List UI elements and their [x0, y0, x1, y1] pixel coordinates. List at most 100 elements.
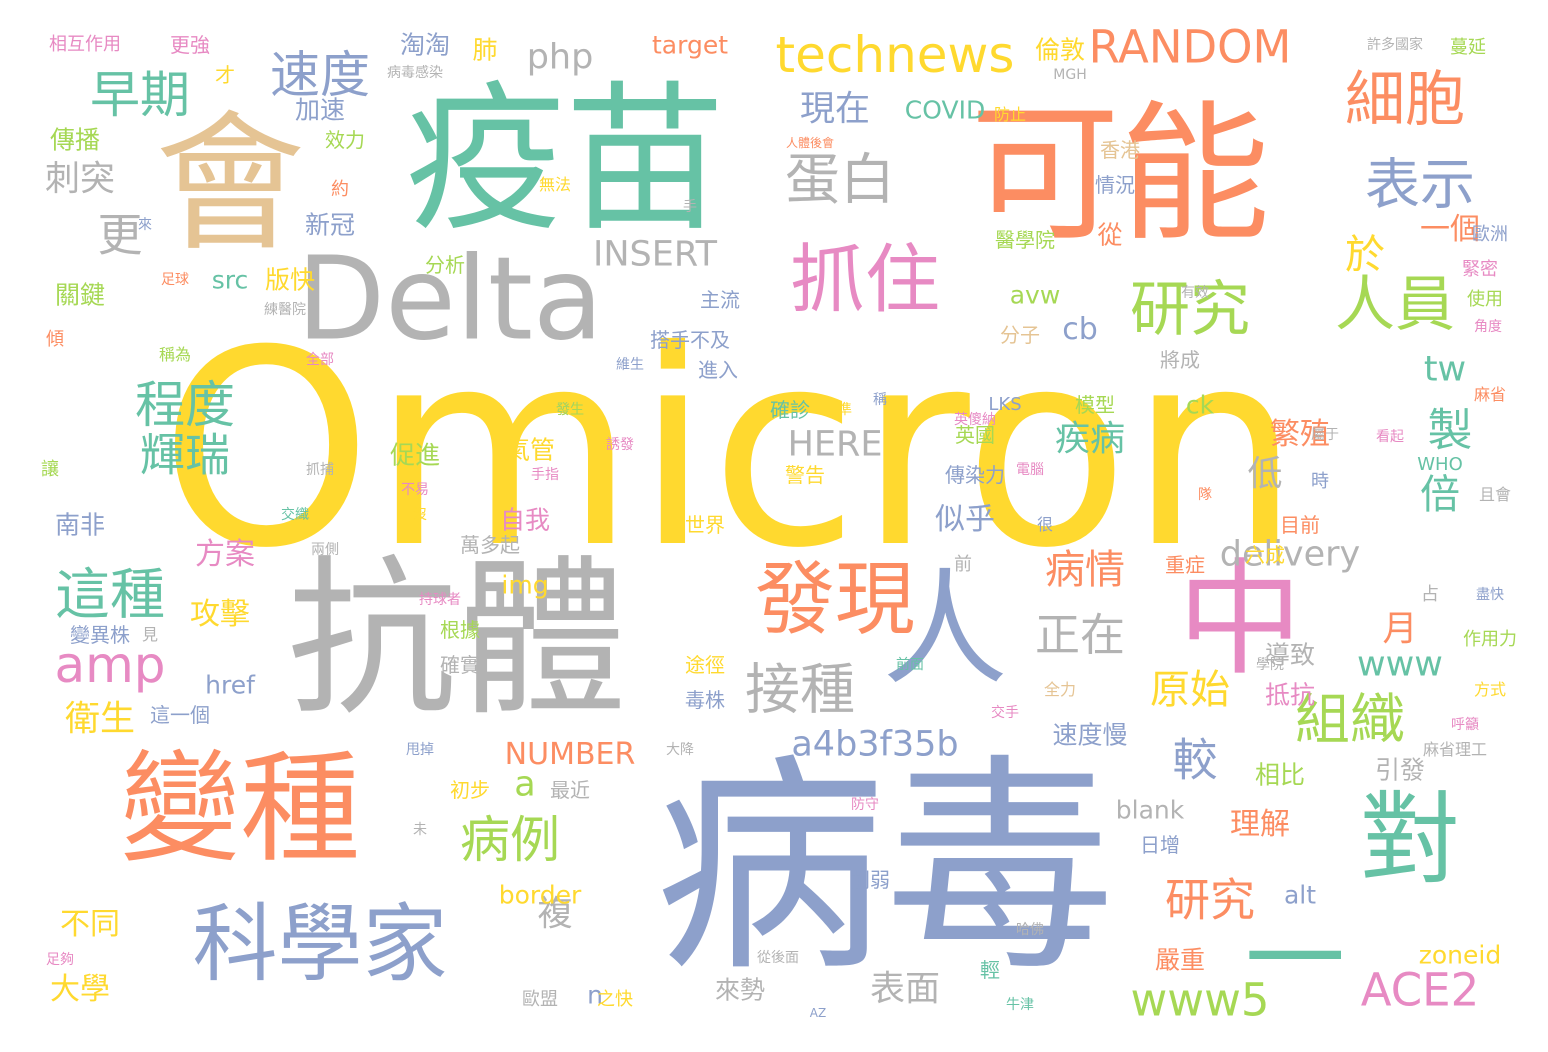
cloud-word: 歐洲 — [1472, 224, 1508, 245]
cloud-word: 作用力 — [1463, 629, 1517, 650]
cloud-word: LKS — [988, 394, 1022, 415]
cloud-word: 早期 — [90, 66, 190, 124]
cloud-word: 變種 — [120, 740, 360, 879]
cloud-word: 現在 — [799, 89, 871, 130]
cloud-word: 理解 — [1230, 807, 1290, 842]
cloud-word: 英國 — [955, 423, 995, 447]
cloud-word: 隊 — [1198, 487, 1212, 503]
cloud-word: 分析 — [425, 253, 465, 277]
cloud-word: 大學 — [50, 972, 110, 1007]
cloud-word: 許多國家 — [1367, 37, 1423, 53]
cloud-word: 月 — [1382, 609, 1418, 650]
cloud-word: 醫學院 — [995, 228, 1055, 252]
cloud-word: 攻擊 — [190, 597, 250, 632]
cloud-word: Omicron — [159, 292, 1301, 607]
cloud-word: 相互作用 — [49, 34, 121, 55]
cloud-word: img — [501, 570, 549, 600]
cloud-word: 情況 — [1095, 173, 1135, 197]
cloud-word: 防守 — [851, 797, 879, 813]
cloud-word: www5 — [1130, 973, 1270, 1027]
cloud-word: 版快 — [264, 265, 316, 295]
cloud-word: 抗體 — [286, 541, 628, 739]
cloud-word: 緊密 — [1462, 259, 1498, 280]
cloud-word: 輕 — [980, 958, 1000, 982]
cloud-word: 自我 — [499, 505, 551, 535]
cloud-word: 全部 — [306, 352, 334, 368]
cloud-word: 低 — [1247, 454, 1283, 495]
cloud-word: 疫苗 — [404, 66, 726, 253]
cloud-word: src — [211, 265, 249, 295]
cloud-word: 讓 — [41, 459, 59, 480]
cloud-word: 傾 — [46, 329, 64, 350]
cloud-word: 進入 — [698, 358, 738, 382]
cloud-word: 大降 — [666, 742, 694, 758]
cloud-word: 使用 — [1467, 289, 1503, 310]
cloud-word: 來勢 — [714, 975, 766, 1005]
cloud-word: 似乎 — [935, 502, 995, 537]
cloud-word: 中 — [1177, 547, 1303, 693]
cloud-word: ACE2 — [1360, 963, 1480, 1017]
cloud-word: 嚴重 — [1154, 945, 1206, 975]
cloud-word: 抓住 — [789, 235, 941, 324]
cloud-word: 約 — [331, 179, 349, 200]
cloud-word: 蛋白 — [784, 147, 896, 212]
cloud-word: border — [498, 880, 582, 910]
cloud-word: MGH — [1053, 67, 1087, 83]
cloud-word: 病毒 — [654, 736, 1116, 1003]
cloud-word: 時 — [1311, 471, 1329, 492]
cloud-word: 哈佛 — [1016, 922, 1044, 938]
cloud-word: 來 — [138, 217, 152, 233]
cloud-word: 且會 — [1478, 485, 1512, 504]
cloud-word: 一個 — [1420, 212, 1480, 247]
cloud-word: 麻省理工 — [1422, 740, 1488, 759]
cloud-word: 角度 — [1474, 319, 1502, 335]
cloud-word: 發生 — [556, 402, 584, 418]
cloud-word: zoneid — [1418, 940, 1502, 970]
cloud-word: 最近 — [550, 778, 590, 802]
cloud-word: 準 — [838, 402, 852, 418]
cloud-word: 刺突 — [44, 159, 116, 200]
cloud-word: 倫敦 — [1034, 35, 1086, 65]
cloud-word: 初步 — [450, 778, 490, 802]
cloud-word: 誘發 — [606, 437, 634, 453]
cloud-word: 細胞 — [1345, 65, 1465, 135]
cloud-word: 萬多起 — [460, 533, 520, 557]
cloud-word: 削弱 — [850, 868, 890, 892]
cloud-word: 交手 — [991, 705, 1019, 721]
cloud-word: 方式 — [1473, 680, 1507, 699]
cloud-word: 甩掉 — [406, 742, 434, 758]
cloud-word: 模型 — [1075, 393, 1115, 417]
cloud-word: 會 — [154, 98, 306, 272]
cloud-word: 淘淘 — [399, 30, 451, 60]
cloud-word: 重症 — [1165, 553, 1205, 577]
cloud-word: 抓捕 — [306, 462, 334, 478]
cloud-word: 這種 — [54, 562, 166, 627]
cloud-word: 一 — [1245, 901, 1345, 1018]
cloud-word: HERE — [787, 424, 883, 465]
cloud-word: 引發 — [1374, 755, 1426, 785]
cloud-word: 很 — [1036, 515, 1054, 534]
cloud-word: 較 — [1172, 733, 1218, 787]
cloud-word: 日增 — [1140, 833, 1180, 857]
cloud-word: 占 — [1421, 584, 1439, 605]
cloud-word: 全力 — [1043, 680, 1077, 699]
cloud-word: 途徑 — [685, 653, 725, 677]
cloud-word: 病例 — [460, 811, 560, 869]
cloud-word: 導致 — [1264, 640, 1316, 670]
cloud-word: 病情 — [1045, 547, 1125, 593]
cloud-word: 看起 — [1376, 429, 1404, 445]
cloud-word: 表示 — [1364, 152, 1476, 217]
cloud-word: 歐盟 — [522, 989, 558, 1010]
cloud-word: tw — [1423, 349, 1467, 390]
cloud-word: www — [1357, 644, 1443, 685]
cloud-word: 程度 — [135, 376, 235, 434]
cloud-word: 持球者 — [419, 592, 461, 608]
cloud-word: ck — [1185, 390, 1215, 420]
cloud-word: 有效 — [1181, 285, 1209, 301]
cloud-word: 南非 — [54, 510, 106, 540]
cloud-word: 確實 — [440, 653, 480, 677]
cloud-word: 於 — [1345, 232, 1385, 278]
cloud-word: target — [651, 30, 729, 60]
cloud-word: 速度 — [270, 46, 370, 104]
